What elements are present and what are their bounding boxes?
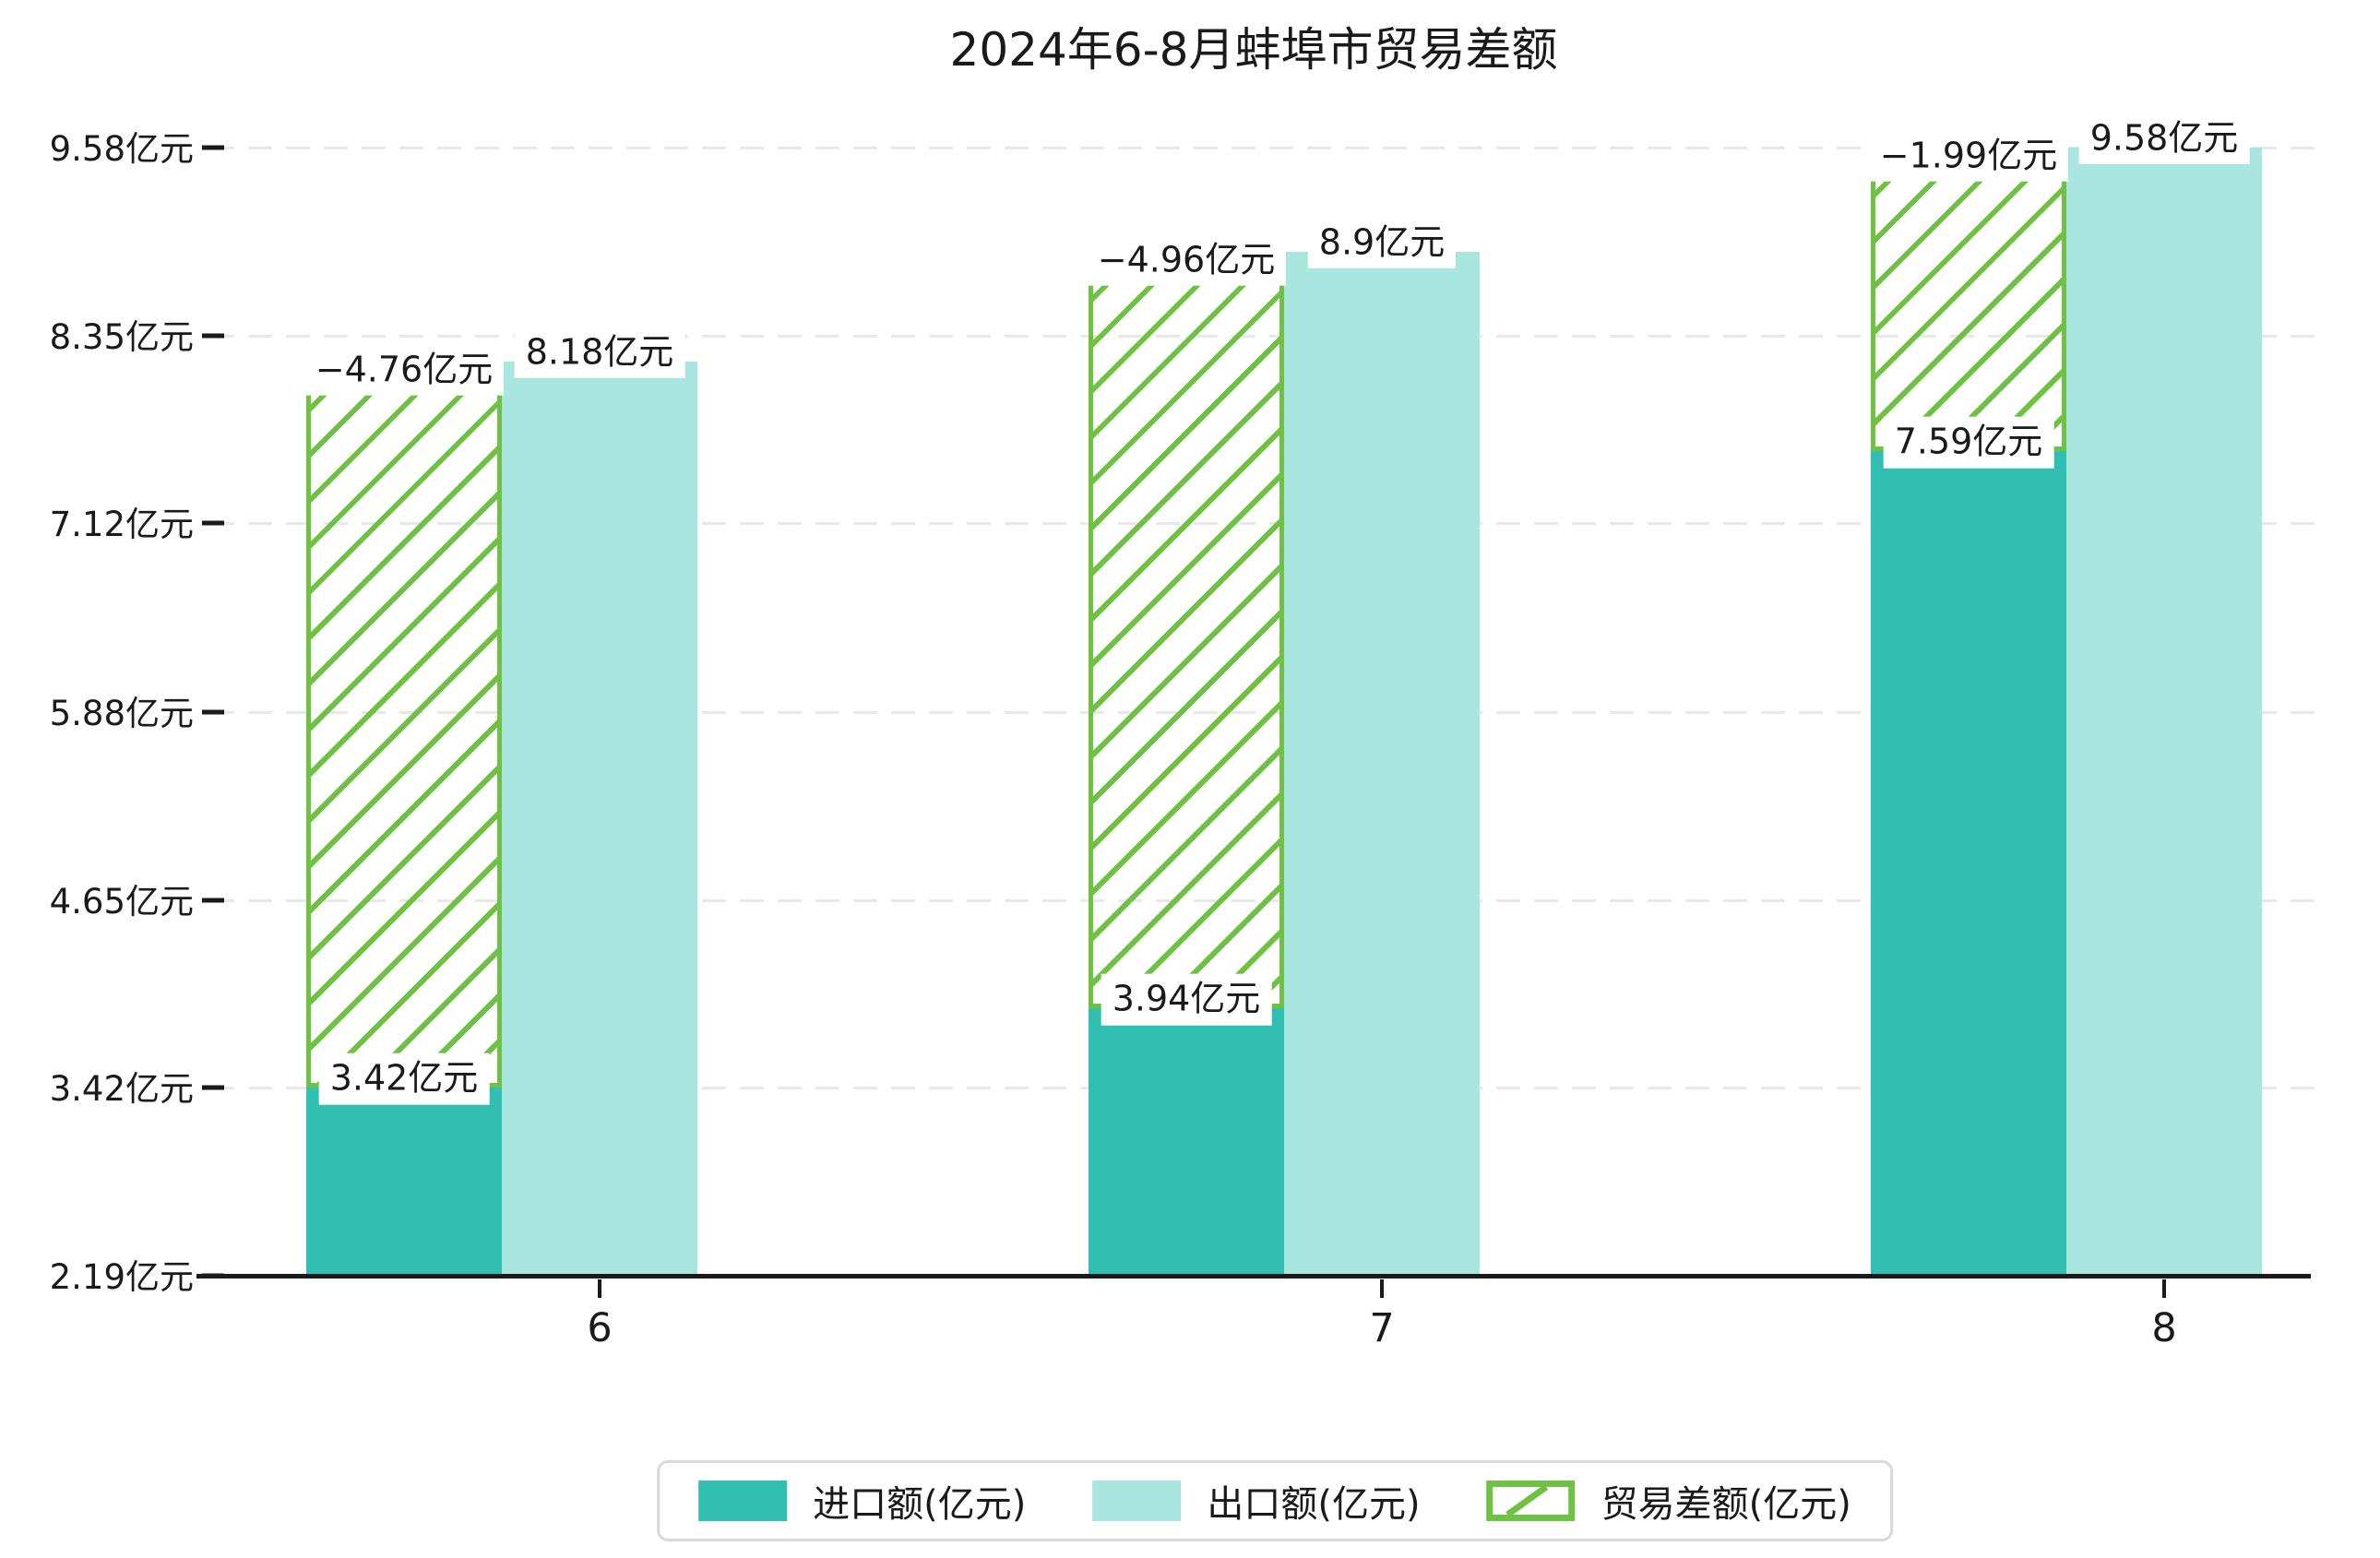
balance-value-label: −4.76亿元 bbox=[303, 344, 505, 396]
export-bar bbox=[1284, 251, 1480, 1276]
gridline bbox=[210, 147, 2325, 149]
import-bar bbox=[1089, 1008, 1284, 1276]
y-tick-mark bbox=[202, 1085, 224, 1090]
import-bar bbox=[306, 1088, 502, 1276]
x-tick-mark bbox=[2162, 1279, 2166, 1298]
y-tick-mark bbox=[202, 709, 224, 715]
chart-title: 2024年6-8月蚌埠市贸易差额 bbox=[949, 23, 1558, 77]
export-swatch-icon bbox=[1092, 1481, 1182, 1521]
balance-value-label: −1.99亿元 bbox=[1868, 130, 2069, 182]
y-tick-mark bbox=[202, 145, 224, 150]
y-tick-label: 2.19亿元 bbox=[49, 1256, 194, 1297]
x-tick-label: 6 bbox=[587, 1305, 613, 1351]
x-tick-mark bbox=[598, 1279, 601, 1298]
legend: 进口额(亿元) 出口额(亿元) 贸易差额(亿元) bbox=[657, 1460, 1893, 1541]
x-tick-mark bbox=[1380, 1279, 1384, 1298]
balance-bar bbox=[1871, 148, 2066, 452]
y-tick-mark bbox=[202, 520, 224, 526]
import-value-label: 3.94亿元 bbox=[1101, 974, 1272, 1026]
y-tick-label: 5.88亿元 bbox=[49, 694, 194, 734]
legend-item-import: 进口额(亿元) bbox=[698, 1474, 1026, 1528]
legend-label-balance: 贸易差额(亿元) bbox=[1601, 1483, 1851, 1526]
legend-item-export: 出口额(亿元) bbox=[1092, 1474, 1421, 1528]
y-tick-label: 8.35亿元 bbox=[49, 316, 194, 357]
y-tick-label: 9.58亿元 bbox=[49, 128, 194, 169]
y-tick-label: 7.12亿元 bbox=[49, 504, 194, 544]
x-tick-label: 7 bbox=[1369, 1305, 1395, 1351]
balance-value-label: −4.96亿元 bbox=[1086, 234, 1287, 286]
export-value-label: 8.18亿元 bbox=[514, 327, 685, 378]
import-value-label: 3.42亿元 bbox=[318, 1053, 490, 1105]
export-bar bbox=[502, 361, 697, 1276]
y-tick-mark bbox=[202, 333, 224, 339]
export-value-label: 8.9亿元 bbox=[1307, 217, 1457, 268]
balance-bar bbox=[1089, 251, 1284, 1009]
x-tick-label: 8 bbox=[2151, 1305, 2177, 1351]
legend-label-import: 进口额(亿元) bbox=[813, 1483, 1027, 1526]
export-value-label: 9.58亿元 bbox=[2078, 113, 2250, 164]
legend-label-export: 出口额(亿元) bbox=[1207, 1483, 1421, 1526]
balance-bar bbox=[306, 361, 502, 1088]
y-tick-mark bbox=[202, 898, 224, 903]
balance-hatch-swatch-icon bbox=[1486, 1481, 1576, 1521]
export-bar bbox=[2066, 148, 2262, 1276]
import-bar bbox=[1871, 451, 2066, 1276]
import-value-label: 7.59亿元 bbox=[1883, 417, 2054, 469]
y-tick-label: 4.65亿元 bbox=[49, 881, 194, 922]
y-tick-label: 3.42亿元 bbox=[49, 1069, 194, 1110]
x-axis-line bbox=[196, 1274, 2311, 1279]
legend-item-balance: 贸易差额(亿元) bbox=[1486, 1474, 1851, 1528]
import-swatch-icon bbox=[698, 1481, 788, 1521]
